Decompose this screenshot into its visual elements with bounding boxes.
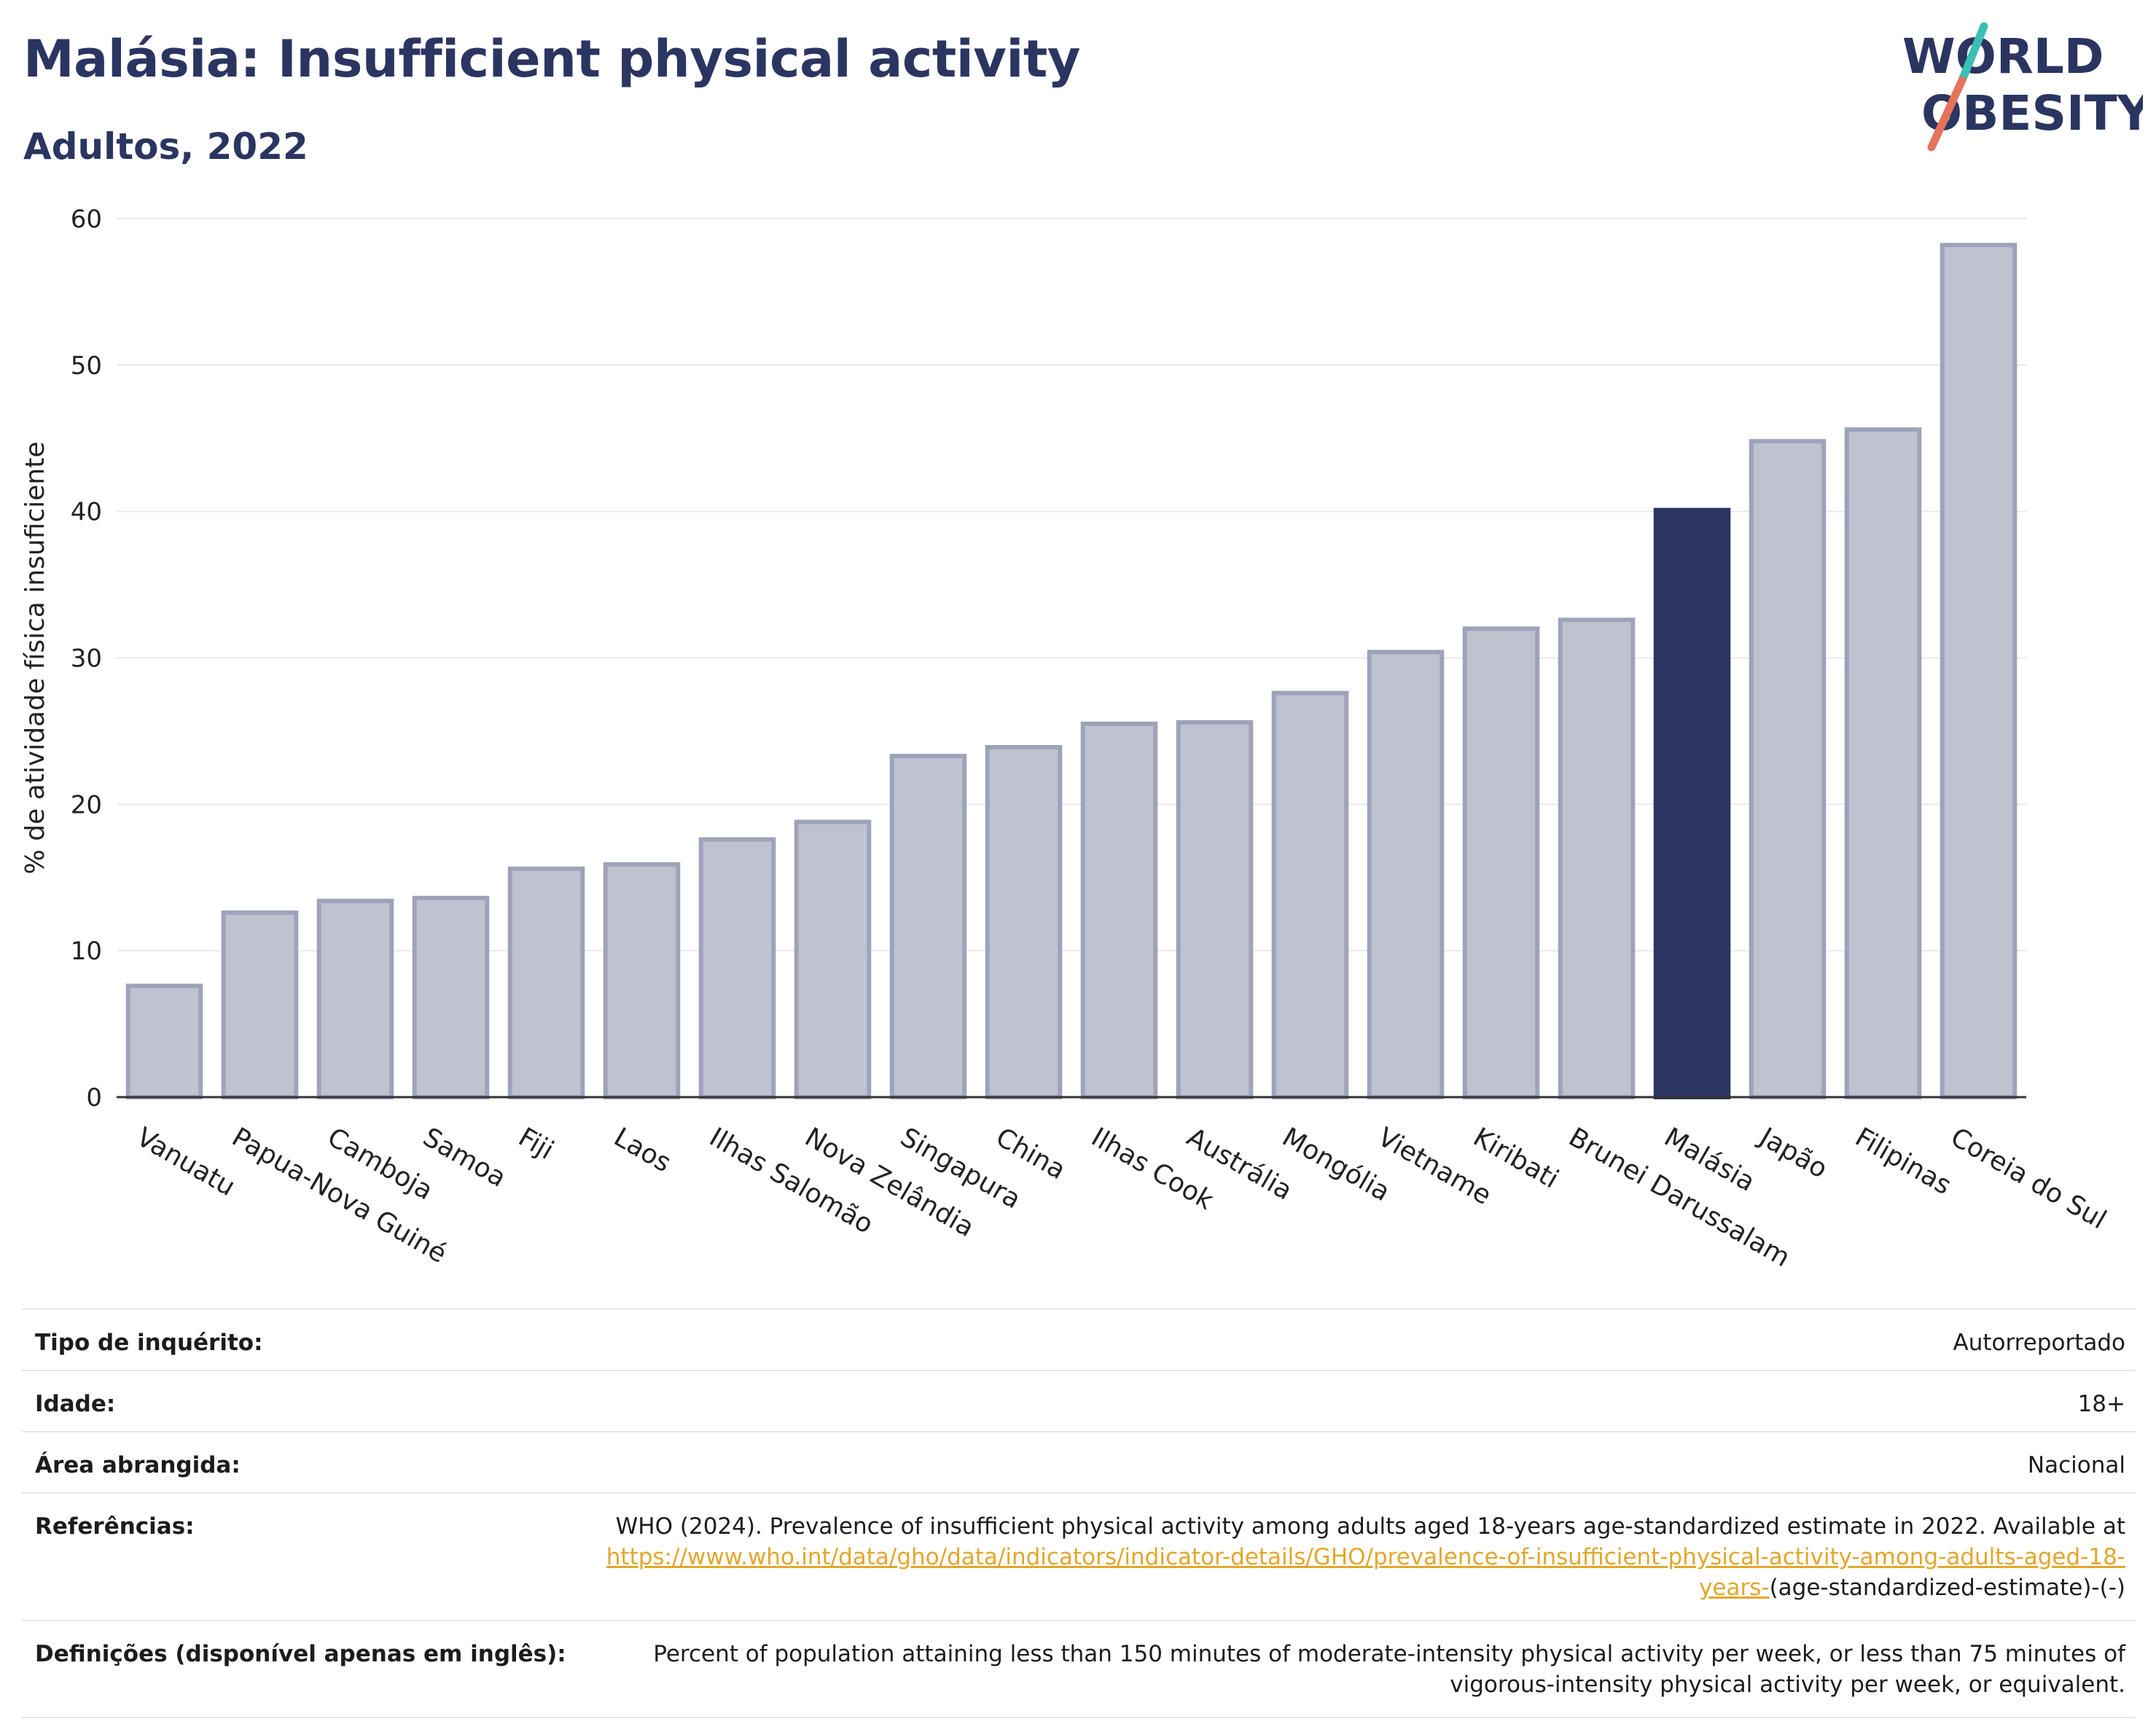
bar-fiji	[507, 866, 585, 1099]
y-tick-label: 10	[71, 937, 102, 966]
bar-laos	[603, 862, 681, 1099]
y-tick-label: 40	[71, 498, 102, 527]
references-value: WHO (2024). Prevalence of insufficient p…	[595, 1511, 2125, 1603]
info-row-survey-type: Tipo de inquérito: Autorreportado	[22, 1309, 2136, 1370]
bar-filipinas	[1844, 427, 1922, 1099]
world-obesity-logo: WORLD OBESITY	[1902, 22, 2143, 152]
bar-ilhas-cook	[1080, 721, 1158, 1099]
chart-title: Malásia: Insufficient physical activity	[23, 29, 1081, 89]
references-suffix: (age-standardized-estimate)-(-)	[1769, 1575, 2125, 1601]
bar-china	[985, 745, 1063, 1100]
bar-jap-o	[1749, 439, 1827, 1099]
info-table: Tipo de inquérito: Autorreportado Idade:…	[22, 1309, 2136, 1718]
definitions-value: Percent of population attaining less tha…	[653, 1641, 2125, 1698]
logo-slash-coral	[1927, 76, 1966, 152]
x-tick-label: Coreia do Sul	[1945, 1122, 2111, 1235]
survey-type-label: Tipo de inquérito:	[35, 1330, 263, 1356]
y-tick-label: 30	[71, 644, 102, 674]
survey-type-value: Autorreportado	[1953, 1330, 2126, 1356]
logo-slash-teal	[1958, 22, 1988, 85]
bar-papua-nova-guin-	[221, 910, 299, 1100]
area-value: Nacional	[2027, 1452, 2125, 1478]
grid-lines	[117, 218, 2026, 952]
x-tick-label: Mongólia	[1277, 1122, 1395, 1207]
info-row-definitions: Definições (disponível apenas em inglês)…	[22, 1620, 2136, 1718]
x-tick-label: Filipinas	[1850, 1122, 1956, 1201]
y-axis-ticks: 0 10 20 30 40 50 60	[71, 205, 102, 1112]
info-row-area: Área abrangida: Nacional	[22, 1431, 2136, 1492]
x-tick-label: Nova Zelândia	[800, 1122, 979, 1243]
bar-chart: 0 10 20 30 40 50 60 % de atividade física insu…	[20, 205, 2112, 1273]
bar-mong-lia	[1271, 690, 1349, 1099]
chart-subtitle: Adultos, 2022	[23, 125, 308, 168]
x-tick-label: Laos	[609, 1122, 676, 1178]
bar-coreia-do-sul	[1940, 243, 2018, 1099]
bar-mal-sia	[1653, 507, 1731, 1099]
definitions-label: Definições (disponível apenas em inglês)…	[35, 1641, 566, 1667]
x-tick-label: Ilhas Salomão	[704, 1122, 878, 1239]
y-tick-label: 50	[71, 351, 102, 381]
y-tick-label: 60	[71, 205, 102, 234]
logo-text-line1: WORLD	[1902, 28, 2104, 85]
bar-singapura	[889, 754, 967, 1100]
bar-ilhas-salom-o	[698, 837, 776, 1099]
bar-samoa	[412, 895, 490, 1099]
bar-austr-lia	[1176, 720, 1254, 1099]
bar-nova-zel-ndia	[794, 819, 872, 1100]
age-label: Idade:	[35, 1391, 116, 1417]
x-tick-label: Japão	[1753, 1121, 1832, 1184]
y-tick-label: 20	[71, 790, 102, 819]
age-value: 18+	[2077, 1391, 2125, 1417]
bar-kiribati	[1462, 626, 1540, 1099]
info-row-age: Idade: 18+	[22, 1370, 2136, 1431]
y-axis-label: % de atividade física insuficiente	[20, 442, 50, 875]
y-tick-label: 0	[86, 1083, 102, 1112]
x-tick-label: Fiji	[513, 1122, 558, 1166]
info-row-references: Referências: WHO (2024). Prevalence of i…	[22, 1492, 2136, 1620]
bar-brunei-darussalam	[1558, 617, 1636, 1099]
bar-vietname	[1367, 650, 1445, 1099]
references-label: Referências:	[35, 1513, 195, 1540]
bar-vanuatu	[125, 983, 203, 1100]
area-label: Área abrangida:	[35, 1452, 241, 1478]
references-text: WHO (2024). Prevalence of insufficient p…	[615, 1513, 2125, 1540]
x-tick-label: Vanuatu	[131, 1122, 240, 1202]
references-link[interactable]: https://www.who.int/data/gho/data/indica…	[606, 1544, 2125, 1601]
bars	[125, 243, 2018, 1100]
bar-camboja	[316, 898, 394, 1100]
